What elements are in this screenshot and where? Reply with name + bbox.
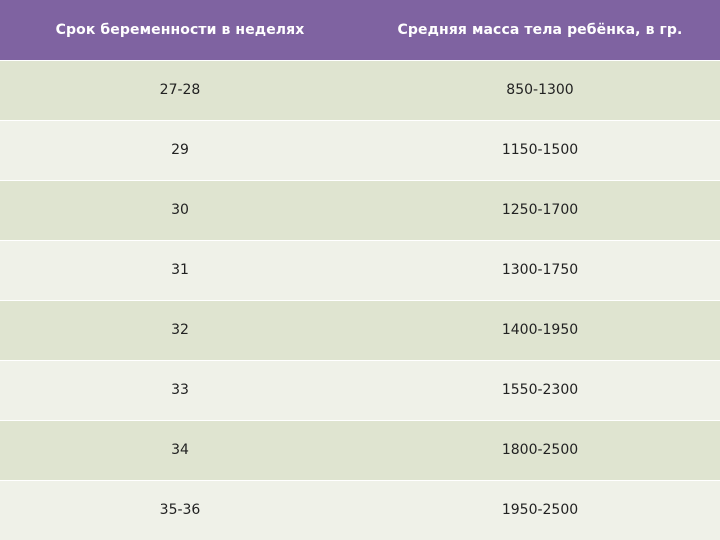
- cell-weight: 1150-1500: [360, 119, 720, 180]
- cell-weeks: 31: [0, 239, 360, 300]
- table-row: 33 1550-2300: [0, 359, 720, 420]
- cell-weight: 1950-2500: [360, 479, 720, 540]
- cell-weight: 1300-1750: [360, 239, 720, 300]
- table-body: 27-28 850-1300 29 1150-1500 30 1250-1700…: [0, 60, 720, 540]
- table-row: 34 1800-2500: [0, 419, 720, 480]
- table-row: 30 1250-1700: [0, 179, 720, 240]
- cell-weight: 1400-1950: [360, 299, 720, 360]
- cell-weeks: 35-36: [0, 479, 360, 540]
- cell-weeks: 32: [0, 299, 360, 360]
- table-header: Срок беременности в неделях Средняя масс…: [0, 0, 720, 61]
- table-row: 31 1300-1750: [0, 239, 720, 300]
- cell-weight: 1250-1700: [360, 179, 720, 240]
- table-row: 27-28 850-1300: [0, 60, 720, 120]
- cell-weight: 850-1300: [506, 82, 574, 98]
- cell-weeks: 33: [0, 359, 360, 420]
- table-row: 35-36 1950-2500: [0, 479, 720, 540]
- table-row: 32 1400-1950: [0, 299, 720, 360]
- cell-weeks: 30: [0, 179, 360, 240]
- cell-weight: 1800-2500: [360, 419, 720, 480]
- header-weight: Средняя масса тела ребёнка, в гр.: [360, 0, 720, 61]
- cell-weeks: 27-28: [159, 82, 201, 98]
- header-weeks: Срок беременности в неделях: [0, 0, 360, 61]
- cell-weeks: 34: [0, 419, 360, 480]
- table-row: 29 1150-1500: [0, 119, 720, 180]
- cell-weeks: 29: [0, 119, 360, 180]
- cell-weight: 1550-2300: [360, 359, 720, 420]
- header-row: Срок беременности в неделях Средняя масс…: [0, 0, 720, 61]
